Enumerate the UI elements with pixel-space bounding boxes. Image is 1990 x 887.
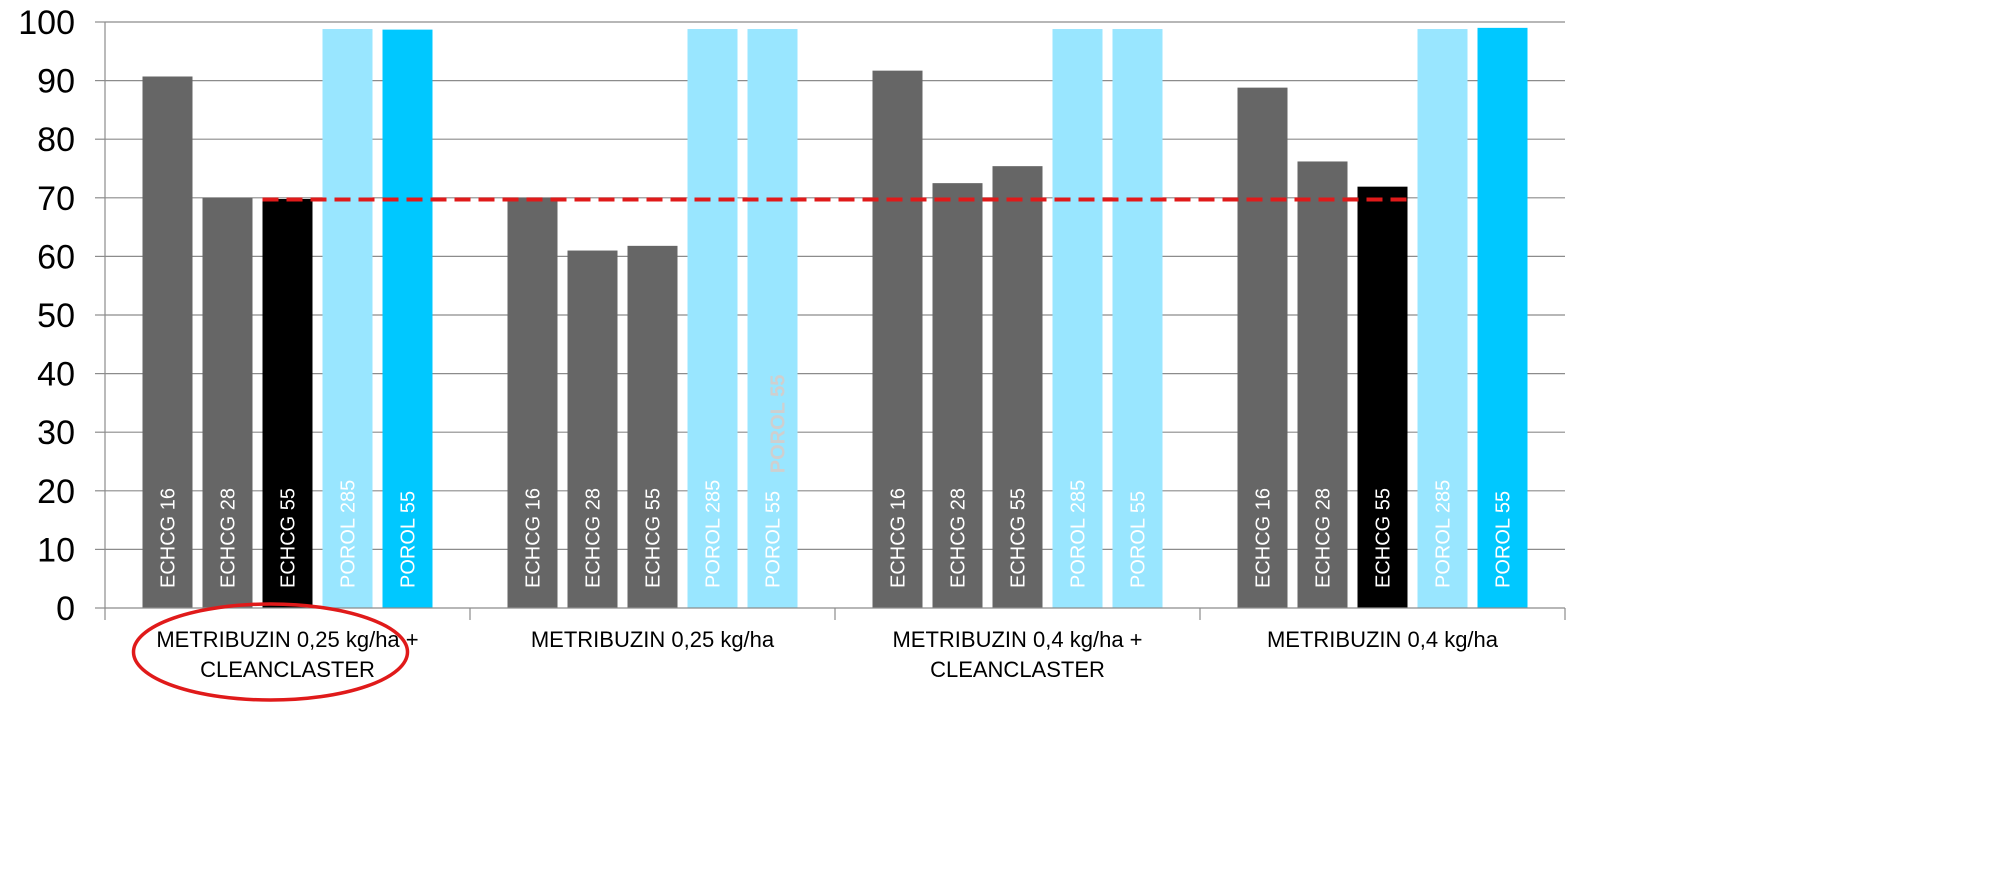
bar xyxy=(322,29,373,609)
bar xyxy=(142,76,193,609)
group-label: METRIBUZIN 0,4 kg/ha + xyxy=(892,627,1142,652)
bar xyxy=(1112,29,1163,609)
y-tick-label: 20 xyxy=(37,473,75,511)
group-label: METRIBUZIN 0,25 kg/ha + xyxy=(156,627,418,652)
bar-label: ECHCG 55 xyxy=(1008,488,1030,588)
x-axis: METRIBUZIN 0,25 kg/ha + CLEANCLASTER METRI… xyxy=(104,607,1566,682)
bars: ECHCG 16 ECHCG 28 ECHCG 55 POROL 285 POROL 5… xyxy=(142,27,1528,609)
bar-label: ECHCG 55 xyxy=(643,488,665,588)
bar-label: ECHCG 28 xyxy=(948,488,970,588)
bar xyxy=(1052,29,1103,609)
y-axis: 0 10 20 30 40 50 60 70 80 90 100 xyxy=(18,4,106,628)
bar xyxy=(262,198,313,609)
bar-label: ECHCG 16 xyxy=(158,488,180,588)
bar-label: POROL 55 xyxy=(1128,491,1150,588)
bar xyxy=(992,166,1043,608)
y-tick-label: 90 xyxy=(37,63,75,101)
bar xyxy=(1357,186,1408,608)
bar-label: POROL 285 xyxy=(1433,480,1455,588)
annotations: POROL 55 xyxy=(131,375,790,702)
group-label: CLEANCLASTER xyxy=(200,657,375,682)
bar-label: ECHCG 28 xyxy=(583,488,605,588)
y-tick-label: 70 xyxy=(37,180,75,218)
stray-label: POROL 55 xyxy=(768,375,790,474)
bar-label: POROL 285 xyxy=(1068,480,1090,588)
y-tick-label: 60 xyxy=(37,238,75,276)
bar xyxy=(1237,87,1288,608)
bar-label: POROL 285 xyxy=(703,480,725,588)
bar-label: ECHCG 16 xyxy=(1253,488,1275,588)
y-tick-label: 0 xyxy=(56,590,75,628)
bar-label: POROL 285 xyxy=(338,480,360,588)
bar xyxy=(382,29,433,609)
y-tick-label: 50 xyxy=(37,297,75,335)
group-label: CLEANCLASTER xyxy=(930,657,1105,682)
bar xyxy=(202,197,253,609)
bar xyxy=(747,29,798,609)
bar-label: ECHCG 16 xyxy=(888,488,910,588)
bar xyxy=(1297,161,1348,608)
group-label: METRIBUZIN 0,25 kg/ha xyxy=(531,627,775,652)
bar-label: ECHCG 55 xyxy=(278,488,300,588)
bar xyxy=(1417,29,1468,609)
y-tick-label: 100 xyxy=(18,4,75,42)
bar-label: ECHCG 28 xyxy=(218,488,240,588)
y-tick-label: 30 xyxy=(37,414,75,452)
bar xyxy=(627,245,678,609)
bar xyxy=(687,29,738,609)
y-tick-label: 10 xyxy=(37,531,75,569)
bar xyxy=(507,197,558,609)
bar-label: POROL 55 xyxy=(1493,491,1515,588)
y-tick-label: 80 xyxy=(37,121,75,159)
group-label: METRIBUZIN 0,4 kg/ha xyxy=(1267,627,1499,652)
bar-label: POROL 55 xyxy=(763,491,785,588)
bar xyxy=(567,250,618,609)
highlight-ellipse xyxy=(131,602,410,702)
bar xyxy=(1477,27,1528,609)
bar-label: POROL 55 xyxy=(398,491,420,588)
bar-label: ECHCG 16 xyxy=(523,488,545,588)
bar-label: ECHCG 28 xyxy=(1313,488,1335,588)
y-tick-label: 40 xyxy=(37,356,75,394)
bar xyxy=(932,183,983,608)
bar xyxy=(872,70,923,608)
bar-label: ECHCG 55 xyxy=(1373,488,1395,588)
